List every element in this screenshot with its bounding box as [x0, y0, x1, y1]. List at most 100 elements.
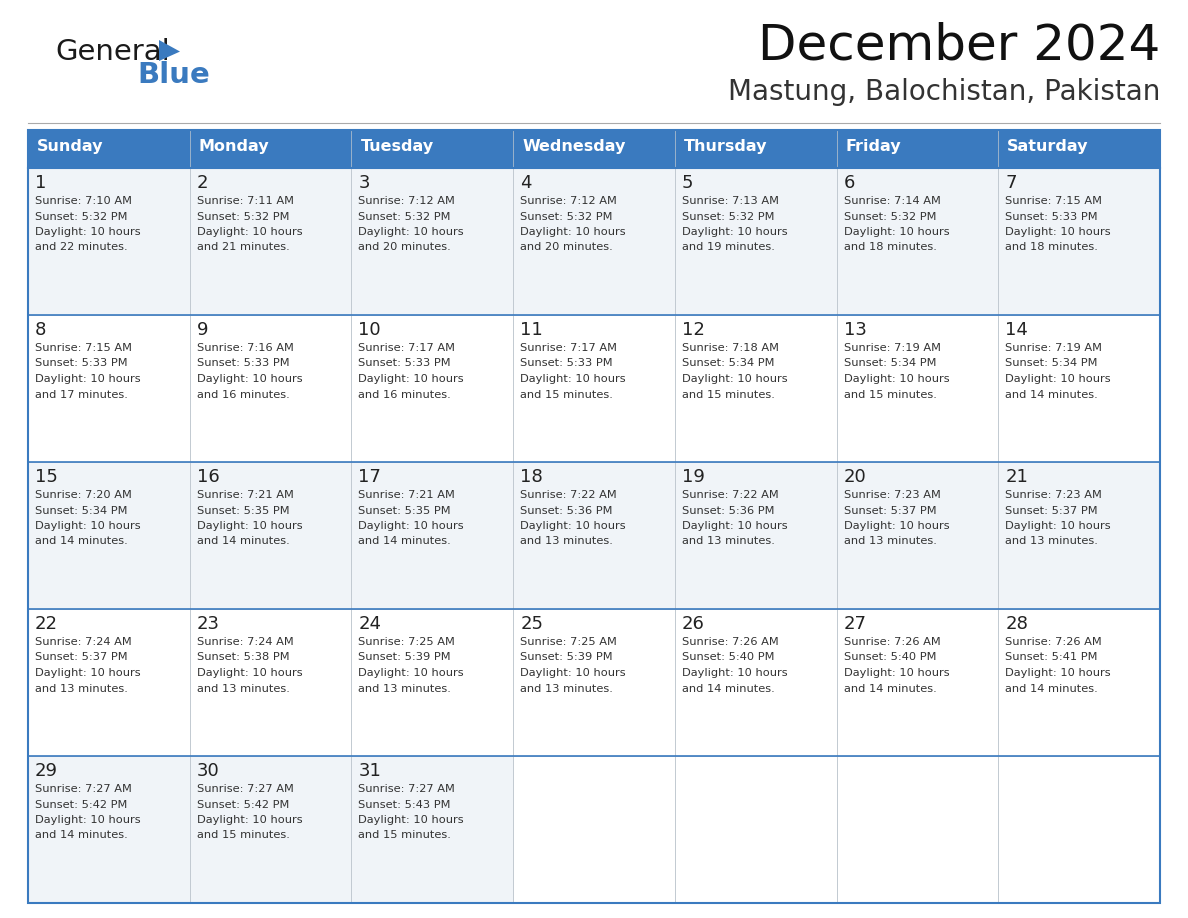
Text: Sunset: 5:34 PM: Sunset: 5:34 PM: [1005, 359, 1098, 368]
Text: Sunset: 5:39 PM: Sunset: 5:39 PM: [520, 653, 613, 663]
Text: Daylight: 10 hours: Daylight: 10 hours: [682, 521, 788, 531]
Text: and 15 minutes.: and 15 minutes.: [682, 389, 775, 399]
Text: Daylight: 10 hours: Daylight: 10 hours: [359, 521, 465, 531]
Text: Sunrise: 7:23 AM: Sunrise: 7:23 AM: [843, 490, 941, 500]
Text: 11: 11: [520, 321, 543, 339]
Text: Sunrise: 7:13 AM: Sunrise: 7:13 AM: [682, 196, 779, 206]
Text: 21: 21: [1005, 468, 1028, 486]
Text: Sunrise: 7:21 AM: Sunrise: 7:21 AM: [359, 490, 455, 500]
Text: Daylight: 10 hours: Daylight: 10 hours: [1005, 668, 1111, 678]
Bar: [190, 462, 352, 609]
Text: Sunset: 5:36 PM: Sunset: 5:36 PM: [520, 506, 613, 516]
Text: Sunset: 5:40 PM: Sunset: 5:40 PM: [843, 653, 936, 663]
Text: Mastung, Balochistan, Pakistan: Mastung, Balochistan, Pakistan: [727, 78, 1159, 106]
Text: Blue: Blue: [137, 61, 210, 89]
Bar: [29, 462, 190, 609]
Text: Sunrise: 7:21 AM: Sunrise: 7:21 AM: [197, 490, 293, 500]
Text: Daylight: 10 hours: Daylight: 10 hours: [359, 227, 465, 237]
Bar: [675, 168, 836, 315]
Bar: [836, 756, 998, 903]
Text: Sunset: 5:32 PM: Sunset: 5:32 PM: [359, 211, 451, 221]
Bar: [352, 756, 513, 903]
Text: Daylight: 10 hours: Daylight: 10 hours: [34, 374, 140, 384]
Text: Sunset: 5:37 PM: Sunset: 5:37 PM: [843, 506, 936, 516]
Text: Sunrise: 7:15 AM: Sunrise: 7:15 AM: [34, 343, 132, 353]
Polygon shape: [159, 40, 181, 61]
Text: Daylight: 10 hours: Daylight: 10 hours: [843, 227, 949, 237]
Text: Sunset: 5:37 PM: Sunset: 5:37 PM: [34, 653, 127, 663]
Text: Sunset: 5:32 PM: Sunset: 5:32 PM: [682, 211, 775, 221]
Text: Sunset: 5:33 PM: Sunset: 5:33 PM: [1005, 211, 1098, 221]
Bar: [836, 315, 998, 462]
Text: Daylight: 10 hours: Daylight: 10 hours: [1005, 521, 1111, 531]
Text: and 13 minutes.: and 13 minutes.: [197, 684, 290, 693]
Bar: [29, 168, 190, 315]
Text: Daylight: 10 hours: Daylight: 10 hours: [682, 374, 788, 384]
Text: Daylight: 10 hours: Daylight: 10 hours: [1005, 374, 1111, 384]
Text: Daylight: 10 hours: Daylight: 10 hours: [359, 668, 465, 678]
Text: and 13 minutes.: and 13 minutes.: [34, 684, 128, 693]
Text: 9: 9: [197, 321, 208, 339]
Text: Daylight: 10 hours: Daylight: 10 hours: [197, 668, 302, 678]
Text: Sunset: 5:32 PM: Sunset: 5:32 PM: [520, 211, 613, 221]
Text: Sunset: 5:42 PM: Sunset: 5:42 PM: [34, 800, 127, 810]
Text: and 22 minutes.: and 22 minutes.: [34, 242, 127, 252]
Text: Daylight: 10 hours: Daylight: 10 hours: [843, 521, 949, 531]
Text: and 13 minutes.: and 13 minutes.: [682, 536, 775, 546]
Text: Daylight: 10 hours: Daylight: 10 hours: [520, 521, 626, 531]
Bar: [998, 756, 1159, 903]
Text: and 15 minutes.: and 15 minutes.: [359, 831, 451, 841]
Text: and 16 minutes.: and 16 minutes.: [359, 389, 451, 399]
Text: Sunrise: 7:27 AM: Sunrise: 7:27 AM: [34, 784, 132, 794]
Bar: [998, 130, 1159, 168]
Bar: [998, 462, 1159, 609]
Text: Sunrise: 7:17 AM: Sunrise: 7:17 AM: [359, 343, 455, 353]
Text: and 16 minutes.: and 16 minutes.: [197, 389, 290, 399]
Bar: [352, 609, 513, 756]
Text: and 14 minutes.: and 14 minutes.: [359, 536, 451, 546]
Bar: [352, 130, 513, 168]
Text: Sunrise: 7:24 AM: Sunrise: 7:24 AM: [34, 637, 132, 647]
Text: Sunset: 5:33 PM: Sunset: 5:33 PM: [197, 359, 290, 368]
Text: Sunset: 5:36 PM: Sunset: 5:36 PM: [682, 506, 775, 516]
Text: Daylight: 10 hours: Daylight: 10 hours: [520, 227, 626, 237]
Bar: [675, 462, 836, 609]
Text: Monday: Monday: [198, 139, 270, 154]
Text: and 13 minutes.: and 13 minutes.: [520, 684, 613, 693]
Text: 26: 26: [682, 615, 704, 633]
Text: Sunrise: 7:22 AM: Sunrise: 7:22 AM: [682, 490, 778, 500]
Bar: [190, 756, 352, 903]
Text: 30: 30: [197, 762, 220, 780]
Text: Daylight: 10 hours: Daylight: 10 hours: [34, 521, 140, 531]
Text: and 14 minutes.: and 14 minutes.: [34, 831, 128, 841]
Bar: [513, 462, 675, 609]
Bar: [29, 609, 190, 756]
Text: and 15 minutes.: and 15 minutes.: [520, 389, 613, 399]
Text: Daylight: 10 hours: Daylight: 10 hours: [843, 668, 949, 678]
Text: Daylight: 10 hours: Daylight: 10 hours: [34, 668, 140, 678]
Bar: [675, 756, 836, 903]
Text: 18: 18: [520, 468, 543, 486]
Text: Sunset: 5:41 PM: Sunset: 5:41 PM: [1005, 653, 1098, 663]
Text: and 18 minutes.: and 18 minutes.: [1005, 242, 1098, 252]
Bar: [998, 315, 1159, 462]
Text: and 14 minutes.: and 14 minutes.: [682, 684, 775, 693]
Bar: [190, 609, 352, 756]
Text: 24: 24: [359, 615, 381, 633]
Text: Daylight: 10 hours: Daylight: 10 hours: [197, 227, 302, 237]
Text: Daylight: 10 hours: Daylight: 10 hours: [197, 815, 302, 825]
Text: 29: 29: [34, 762, 58, 780]
Text: Tuesday: Tuesday: [360, 139, 434, 154]
Text: Sunrise: 7:26 AM: Sunrise: 7:26 AM: [682, 637, 778, 647]
Text: Sunrise: 7:19 AM: Sunrise: 7:19 AM: [1005, 343, 1102, 353]
Text: and 13 minutes.: and 13 minutes.: [843, 536, 936, 546]
Text: and 13 minutes.: and 13 minutes.: [520, 536, 613, 546]
Text: 20: 20: [843, 468, 866, 486]
Text: 13: 13: [843, 321, 866, 339]
Bar: [190, 168, 352, 315]
Bar: [513, 756, 675, 903]
Text: General: General: [55, 38, 170, 66]
Text: Sunset: 5:42 PM: Sunset: 5:42 PM: [197, 800, 289, 810]
Text: Daylight: 10 hours: Daylight: 10 hours: [359, 815, 465, 825]
Text: Daylight: 10 hours: Daylight: 10 hours: [197, 521, 302, 531]
